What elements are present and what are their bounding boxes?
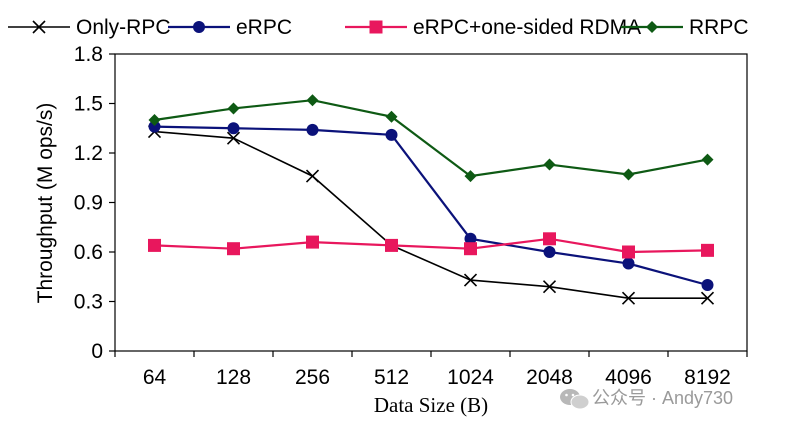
y-tick-label: 1.5 <box>74 93 103 116</box>
legend-marker <box>369 20 383 34</box>
series-erpc-one-sided-rdma <box>148 232 714 259</box>
series-line <box>154 130 708 300</box>
data-point <box>622 168 635 181</box>
data-point <box>227 242 240 256</box>
data-point <box>306 123 319 136</box>
data-point <box>464 170 477 183</box>
legend-item: Only-RPC <box>8 16 171 39</box>
legend-marker <box>193 21 205 33</box>
x-axis: 64 128 256 512 1024 2048 4096 8192 <box>114 351 748 389</box>
legend-item: eRPC <box>168 16 292 39</box>
legend-label: eRPC <box>236 16 292 39</box>
data-point <box>543 158 556 171</box>
data-point <box>306 94 319 107</box>
x-tick-label: 8192 <box>684 366 731 389</box>
data-point <box>542 280 557 294</box>
y-tick-label: 1.8 <box>74 43 103 66</box>
series-line <box>154 125 708 287</box>
plot-area <box>114 53 748 352</box>
data-point <box>226 131 241 145</box>
data-point <box>543 232 556 246</box>
data-point <box>464 232 477 245</box>
data-point <box>227 122 240 135</box>
y-tick-label: 1.2 <box>74 142 103 165</box>
data-point <box>543 246 556 258</box>
x-tick-label: 2048 <box>526 366 573 389</box>
data-point <box>305 169 320 183</box>
data-point <box>148 120 161 133</box>
series-rrpc <box>148 94 714 183</box>
legend-label: eRPC+one-sided RDMA <box>413 16 641 39</box>
data-point <box>227 102 240 115</box>
watermark-text: 公众号 · Andy730 <box>592 388 733 408</box>
data-point <box>700 291 715 305</box>
data-point <box>385 128 398 141</box>
legend-marker <box>32 20 46 34</box>
data-point <box>385 238 398 252</box>
y-tick-label: 0.9 <box>74 192 103 215</box>
x-tick-label: 256 <box>295 366 330 389</box>
y-axis-title: Throughput (M ops/s) <box>34 103 57 304</box>
x-tick-label: 64 <box>143 366 167 389</box>
y-axis: 0 0.3 0.6 0.9 1.2 1.5 1.8 <box>74 43 115 363</box>
data-point <box>621 291 636 305</box>
data-point <box>622 257 635 270</box>
legend-marker <box>646 21 658 33</box>
legend-item: eRPC+one-sided RDMA <box>345 16 641 39</box>
y-tick-label: 0 <box>91 340 103 363</box>
y-tick-label: 0.6 <box>74 241 103 264</box>
x-tick-label: 1024 <box>447 366 494 389</box>
data-point <box>701 153 714 166</box>
data-point <box>622 245 635 259</box>
data-point <box>385 110 398 123</box>
legend-item: RRPC <box>621 16 749 39</box>
data-point <box>701 279 714 291</box>
legend-label: RRPC <box>689 16 749 39</box>
x-tick-label: 4096 <box>605 366 652 389</box>
data-point <box>701 243 714 257</box>
y-tick-label: 0.3 <box>74 291 103 314</box>
series-line <box>154 237 708 254</box>
watermark: 公众号 · Andy730 <box>560 388 733 410</box>
x-tick-label: 128 <box>216 366 251 389</box>
data-point <box>463 273 478 287</box>
series-layer <box>147 94 715 305</box>
series-line <box>154 99 708 178</box>
data-point <box>306 235 319 249</box>
data-point <box>148 238 161 252</box>
data-point <box>464 242 477 256</box>
data-point <box>148 114 161 126</box>
wechat-icon <box>560 389 590 410</box>
legend: Only-RPC eRPC eRPC+one-sided RDMA RRPC <box>8 16 749 39</box>
x-tick-label: 512 <box>374 366 409 389</box>
series-erpc <box>148 120 714 291</box>
legend-label: Only-RPC <box>76 16 171 39</box>
series-only-rpc <box>147 124 715 305</box>
x-axis-title: Data Size (B) <box>374 393 488 417</box>
